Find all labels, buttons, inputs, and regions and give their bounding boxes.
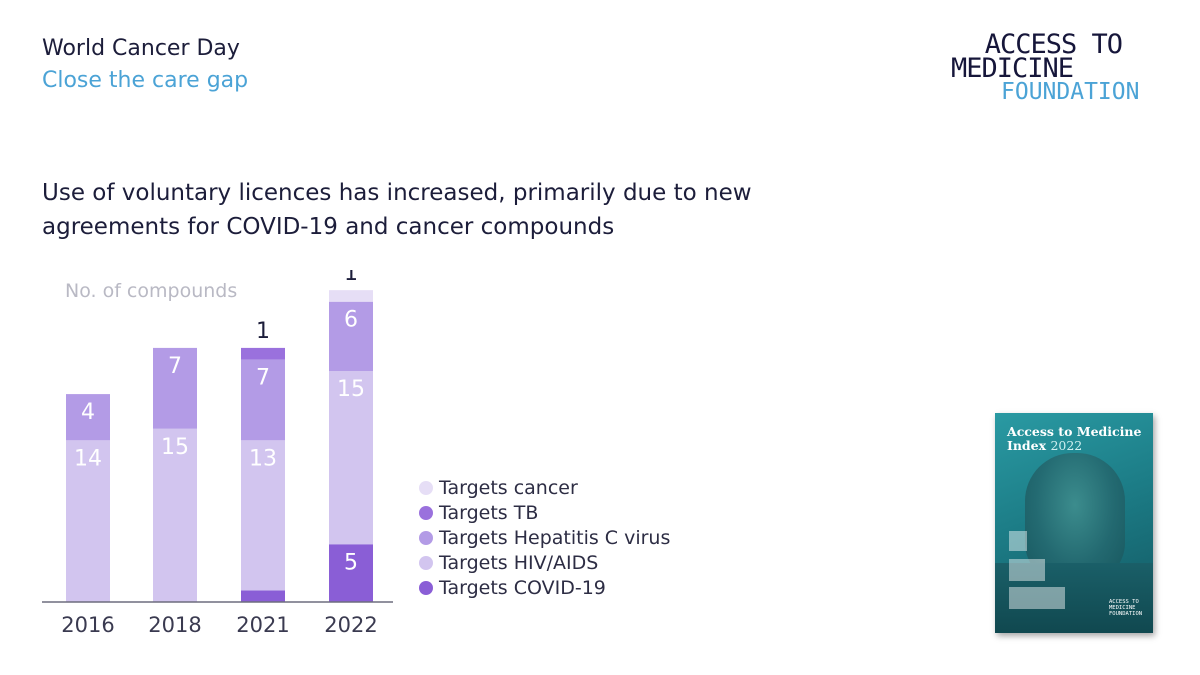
data-label: 6 — [344, 308, 358, 333]
legend-label: Targets TB — [438, 502, 538, 524]
bar-segment — [241, 590, 285, 602]
y-axis-label: No. of compounds — [65, 280, 237, 302]
report-cover-title-line-2: Index — [1007, 438, 1047, 453]
cover-decor-block — [1009, 559, 1045, 581]
logo-line-3: FOUNDATION — [1001, 79, 1140, 105]
bar-segment — [153, 428, 197, 602]
bar-segment — [66, 394, 110, 441]
report-cover-logo: ACCESS TO MEDICINE FOUNDATION — [1109, 599, 1142, 617]
cover-decor-block — [1009, 587, 1065, 609]
data-label: 15 — [337, 377, 365, 402]
x-tick-label: 2018 — [148, 613, 201, 637]
logo-line-2: MEDICINE — [951, 53, 1074, 84]
logo-line-1: ACCESS TO — [984, 29, 1123, 60]
portrait-shirt — [995, 563, 1153, 633]
access-to-medicine-logo: ACCESS TO MEDICINE FOUNDATION — [948, 30, 1170, 110]
report-cover-logo-line-1: ACCESS TO — [1109, 599, 1139, 605]
legend-marker — [419, 506, 433, 520]
bar-segment — [241, 440, 285, 591]
data-label: 7 — [168, 354, 182, 379]
index-report-cover-image: Access to Medicine Index 2022 ACCESS TO … — [995, 413, 1153, 633]
data-label: 13 — [249, 446, 277, 471]
legend-label: Targets cancer — [438, 477, 578, 499]
data-label: 5 — [344, 550, 358, 575]
bar-segment — [329, 371, 373, 545]
legend-marker — [419, 556, 433, 570]
report-cover-title: Access to Medicine Index 2022 — [1007, 425, 1141, 453]
bar-segment — [66, 440, 110, 602]
report-cover-logo-line-3: FOUNDATION — [1109, 611, 1143, 617]
report-cover-year: 2022 — [1050, 438, 1083, 453]
page-title: World Cancer Day — [42, 36, 240, 61]
bar-segment — [241, 359, 285, 441]
report-cover-logo-line-2: MEDICINE — [1109, 605, 1136, 611]
x-tick-label: 2022 — [324, 613, 377, 637]
stacked-bar-chart: No. of compounds 14 4 2016 15 7 2018 1 13 7 1 2021 5… — [42, 270, 670, 637]
legend-marker — [419, 581, 433, 595]
bar-segment — [329, 544, 373, 602]
legend-label: Targets HIV/AIDS — [438, 552, 598, 574]
portrait-illustration — [1025, 453, 1125, 583]
legend-marker — [419, 531, 433, 545]
data-label: 15 — [161, 435, 189, 460]
report-cover-title-line-1: Access to Medicine — [1007, 424, 1142, 439]
bar-segment — [153, 347, 197, 429]
data-label: 4 — [81, 400, 95, 425]
page-subtitle: Close the care gap — [42, 68, 249, 93]
x-tick-label: 2016 — [61, 613, 114, 637]
bar-segment — [241, 347, 285, 360]
legend-marker — [419, 481, 433, 495]
data-label: 1 — [344, 270, 358, 286]
legend-label: Targets Hepatitis C virus — [438, 527, 670, 549]
legend-label: Targets COVID-19 — [438, 577, 606, 599]
cover-decor-block — [1009, 531, 1027, 551]
x-tick-label: 2021 — [236, 613, 289, 637]
data-label: 14 — [74, 446, 102, 471]
bar-segment — [329, 301, 373, 371]
data-label: 7 — [256, 365, 270, 390]
data-label: 1 — [256, 319, 270, 344]
bar-segment — [329, 290, 373, 302]
chart-title: Use of voluntary licences has increased,… — [42, 180, 752, 240]
